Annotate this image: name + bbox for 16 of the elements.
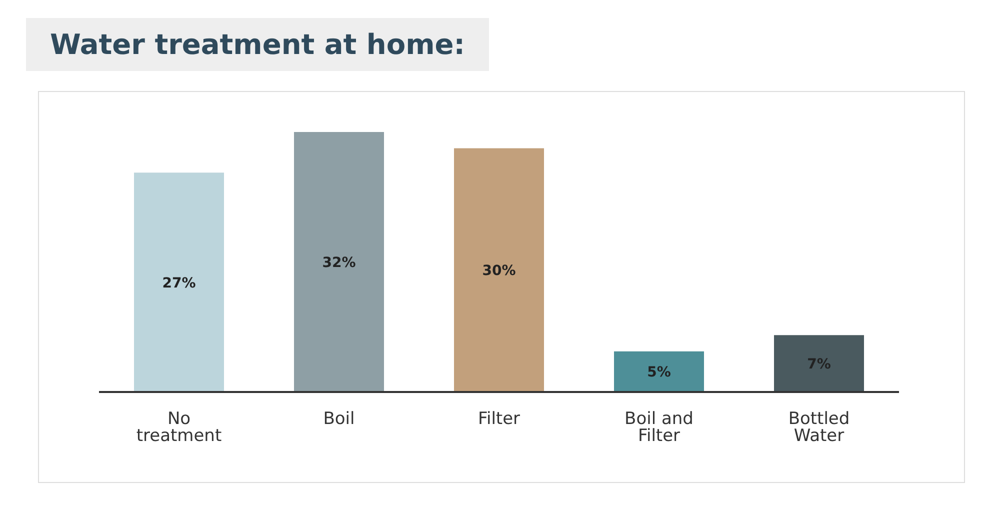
x-tick-label: No treatment <box>136 409 222 446</box>
bar <box>294 132 384 392</box>
data-label: 27% <box>162 275 196 292</box>
x-tick-label: Filter <box>478 409 520 430</box>
data-label: 32% <box>322 254 356 271</box>
x-tick-label: Boil <box>323 409 355 430</box>
data-label: 7% <box>807 356 831 373</box>
data-label: 30% <box>482 263 516 280</box>
data-label: 5% <box>647 364 671 381</box>
chart-title: Water treatment at home: <box>26 18 489 71</box>
bar <box>134 172 224 392</box>
x-tick-label: Boil and Filter <box>624 409 694 446</box>
bar <box>454 148 544 392</box>
bar <box>614 351 704 392</box>
bar <box>774 335 864 392</box>
x-tick-label: Bottled Water <box>788 409 850 446</box>
